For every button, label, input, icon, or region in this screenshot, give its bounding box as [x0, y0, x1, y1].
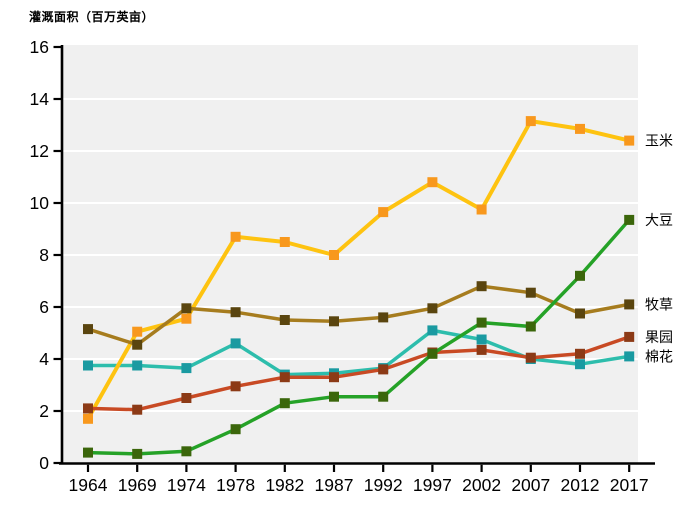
series-marker-soybean	[575, 270, 585, 281]
y-tick-label-12: 12	[30, 141, 49, 161]
series-marker-hay	[575, 308, 585, 319]
series-marker-cotton	[230, 338, 241, 349]
y-tick-label-4: 4	[39, 349, 49, 369]
series-marker-hay	[378, 312, 389, 323]
series-marker-corn	[476, 204, 487, 215]
series-marker-soybean	[279, 398, 290, 409]
series-label-orchard: 果园	[645, 329, 673, 345]
series-label-soybean: 大豆	[645, 212, 673, 228]
series-marker-orchard	[279, 372, 290, 383]
y-tick-label-0: 0	[39, 453, 49, 473]
series-label-corn: 玉米	[645, 133, 673, 149]
y-tick-label-10: 10	[30, 193, 50, 213]
chart-title: 灌溉面积（百万英亩）	[29, 10, 155, 24]
series-marker-soybean	[525, 321, 536, 332]
series-marker-corn	[83, 413, 93, 424]
series-marker-hay	[427, 303, 438, 314]
series-marker-hay	[329, 316, 339, 327]
series-marker-hay	[230, 307, 241, 318]
series-marker-corn	[230, 231, 241, 242]
y-tick-label-6: 6	[39, 297, 49, 317]
series-marker-soybean	[329, 391, 339, 402]
series-marker-corn	[427, 177, 438, 188]
series-marker-hay	[624, 299, 635, 310]
series-line-cotton	[88, 328, 630, 377]
series-label-cotton: 棉花	[645, 348, 673, 364]
series-marker-cotton	[132, 360, 143, 371]
x-tick-label-2007: 2007	[511, 475, 550, 495]
series-marker-orchard	[83, 403, 93, 414]
y-tick-label-8: 8	[39, 245, 49, 265]
series-marker-orchard	[329, 372, 339, 383]
series-marker-orchard	[230, 381, 241, 392]
series-marker-hay	[132, 339, 143, 350]
series-marker-soybean	[230, 424, 241, 435]
y-tick-label-16: 16	[30, 37, 49, 57]
series-marker-soybean	[624, 214, 635, 225]
y-tick-label-2: 2	[39, 401, 49, 421]
x-tick-label-1969: 1969	[118, 475, 157, 495]
series-marker-orchard	[624, 331, 635, 342]
series-label-hay: 牧草	[645, 296, 673, 312]
series-marker-corn	[525, 116, 536, 127]
x-tick-label-1978: 1978	[216, 475, 255, 495]
x-tick-label-2002: 2002	[462, 475, 501, 495]
series-marker-cotton	[427, 325, 438, 336]
x-tick-label-1974: 1974	[167, 475, 206, 495]
x-tick-label-1997: 1997	[413, 475, 452, 495]
series-line-hay	[87, 284, 630, 347]
series-marker-corn	[624, 135, 635, 146]
series-marker-hay	[279, 315, 290, 325]
series-marker-soybean	[378, 391, 389, 402]
y-tick-label-14: 14	[30, 89, 50, 109]
series-marker-orchard	[476, 344, 487, 355]
series-marker-soybean	[83, 447, 93, 458]
series-marker-hay	[476, 281, 487, 292]
series-marker-orchard	[575, 348, 585, 359]
x-tick-label-1964: 1964	[69, 475, 108, 495]
series-marker-corn	[132, 326, 143, 337]
series-line-orchard	[87, 335, 630, 412]
series-marker-orchard	[378, 364, 389, 375]
x-tick-label-1992: 1992	[364, 475, 403, 495]
x-tick-label-2017: 2017	[610, 475, 649, 495]
series-marker-cotton	[476, 334, 487, 345]
series-marker-soybean	[132, 448, 143, 459]
series-marker-hay	[83, 324, 93, 335]
series-marker-corn	[181, 313, 192, 324]
series-line-corn	[86, 119, 630, 420]
x-tick-label-2012: 2012	[561, 475, 600, 495]
series-marker-orchard	[525, 352, 536, 363]
series-marker-cotton	[624, 351, 635, 362]
series-marker-corn	[378, 207, 389, 218]
series-marker-cotton	[83, 360, 93, 371]
series-marker-orchard	[181, 393, 192, 403]
series-marker-soybean	[181, 446, 192, 457]
series-marker-cotton	[181, 363, 192, 374]
series-marker-hay	[525, 287, 536, 298]
series-marker-cotton	[575, 359, 585, 370]
series-marker-orchard	[132, 404, 143, 415]
series-marker-hay	[181, 303, 192, 314]
series-marker-soybean	[476, 317, 487, 328]
series-marker-soybean	[427, 348, 438, 359]
series-marker-corn	[575, 123, 585, 134]
series-line-soybean	[87, 218, 631, 456]
x-tick-label-1982: 1982	[265, 475, 304, 495]
series-marker-corn	[329, 250, 339, 260]
x-tick-label-1987: 1987	[315, 475, 354, 495]
series-marker-corn	[279, 237, 290, 247]
